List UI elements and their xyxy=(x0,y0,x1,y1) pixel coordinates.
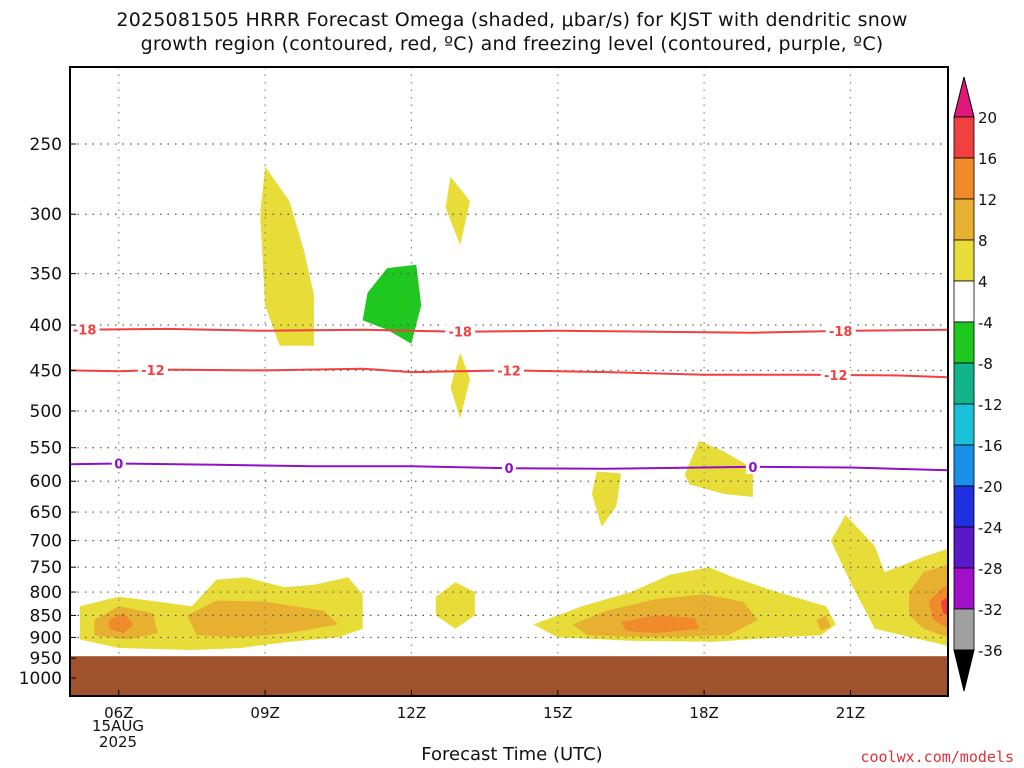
shaded-omega-4-8 xyxy=(260,166,314,346)
contour-label-bg xyxy=(745,459,760,474)
x-tick-label: 12Z xyxy=(397,704,426,722)
x-tick-label: 06Z xyxy=(104,704,133,722)
colorbar-swatch xyxy=(953,526,975,569)
y-tick-label: 600 xyxy=(30,472,62,492)
colorbar-swatch xyxy=(953,608,975,651)
date-day: 15AUG xyxy=(92,717,144,735)
shaded-omega-8-12 xyxy=(187,600,339,638)
contour-label: 0 xyxy=(748,461,757,476)
shaded-omega-neg-4-8 xyxy=(362,264,422,344)
chart-title: 2025081505 HRRR Forecast Omega (shaded, … xyxy=(0,8,1024,56)
colorbar-swatch xyxy=(953,321,975,364)
colorbar-swatch xyxy=(953,403,975,446)
colorbar-swatch xyxy=(953,567,975,610)
contour-label: 0 xyxy=(504,462,513,477)
y-tick-label: 950 xyxy=(30,649,62,669)
contour-label-bg xyxy=(111,456,126,471)
colorbar-label: -36 xyxy=(978,642,1003,660)
colorbar-swatch xyxy=(953,157,975,200)
colorbar-label: -20 xyxy=(978,478,1003,496)
contour-label: -12 xyxy=(824,369,848,384)
date-label: 15AUG 2025 xyxy=(78,718,158,750)
contour-label: -18 xyxy=(448,326,472,341)
colorbar-label: -8 xyxy=(978,355,993,373)
y-tick-label: 400 xyxy=(30,316,62,336)
y-tick-label: 1000 xyxy=(19,669,62,689)
colorbar-swatch xyxy=(953,116,975,159)
shaded-omega-4-8 xyxy=(684,440,753,497)
contour-label: -18 xyxy=(73,324,97,339)
shaded-omega-12-16 xyxy=(621,615,700,634)
y-tick-label: 650 xyxy=(30,503,62,523)
shaded-omega-4-8 xyxy=(591,471,622,527)
shaded-omega-4-8 xyxy=(445,176,470,246)
colorbar-swatch xyxy=(953,362,975,405)
colorbar-label: -28 xyxy=(978,560,1003,578)
y-tick-label: 700 xyxy=(30,532,62,552)
contour-label-bg xyxy=(825,323,856,338)
shaded-omega-16-20 xyxy=(940,596,948,616)
colorbar-label: 20 xyxy=(978,109,997,127)
y-tick-label: 300 xyxy=(30,205,62,225)
contour-label: -18 xyxy=(829,325,853,340)
colorbar-swatch xyxy=(953,485,975,528)
y-tick-label: 500 xyxy=(30,402,62,422)
title-line-2: growth region (contoured, red, ºC) and f… xyxy=(140,33,884,55)
colorbar-label: 16 xyxy=(978,150,997,168)
colorbar-label: -16 xyxy=(978,437,1003,455)
x-tick-label: 21Z xyxy=(836,704,865,722)
shaded-omega-4-8 xyxy=(450,352,470,419)
contour-label-bg xyxy=(69,322,100,337)
contour-label: 0 xyxy=(114,457,123,472)
colorbar-label: 4 xyxy=(978,273,988,291)
y-tick-label: 350 xyxy=(30,265,62,285)
colorbar-high-extend xyxy=(953,76,975,118)
y-tick-label: 800 xyxy=(30,583,62,603)
x-tick-label: 18Z xyxy=(689,704,718,722)
colorbar-label: -24 xyxy=(978,519,1003,537)
y-tick-label: 250 xyxy=(30,135,62,155)
shaded-omega-4-8 xyxy=(435,582,475,629)
contour-label-bg xyxy=(445,324,476,339)
contour-label-bg xyxy=(494,363,524,378)
colorbar-swatch xyxy=(953,198,975,241)
plot-frame xyxy=(69,66,949,697)
shaded-omega-12-16 xyxy=(928,584,948,629)
y-tick-label: 450 xyxy=(30,361,62,381)
contour--18 xyxy=(69,327,949,334)
colorbar-swatch xyxy=(953,280,975,323)
contour-label-bg xyxy=(137,363,168,378)
x-tick-label: 09Z xyxy=(250,704,279,722)
colorbar-label: -32 xyxy=(978,601,1003,619)
colorbar-low-extend xyxy=(953,649,975,692)
contour-label: -12 xyxy=(497,364,521,379)
colorbar-label: 8 xyxy=(978,232,988,250)
colorbar-swatch xyxy=(953,239,975,282)
y-tick-label: 750 xyxy=(30,558,62,578)
contour-label-bg xyxy=(502,461,516,476)
contour-label-bg xyxy=(820,367,851,382)
colorbar-swatch xyxy=(953,444,975,487)
y-tick-label: 850 xyxy=(30,606,62,626)
colorbar-label: -12 xyxy=(978,396,1003,414)
ground-fill xyxy=(70,656,948,696)
colorbar-label: 12 xyxy=(978,191,997,209)
y-tick-label: 900 xyxy=(30,628,62,648)
shaded-omega-12-16 xyxy=(109,613,134,634)
x-tick-label: 15Z xyxy=(543,704,572,722)
colorbar-label: -4 xyxy=(978,314,993,332)
date-year: 2025 xyxy=(98,733,138,751)
credit-link[interactable]: coolwx.com/models xyxy=(860,748,1014,766)
contour-label: -12 xyxy=(141,364,165,379)
x-axis-label: Forecast Time (UTC) xyxy=(421,744,603,765)
shaded-omega-8-12 xyxy=(572,594,758,638)
shaded-omega-8-12 xyxy=(816,615,831,631)
title-line-1: 2025081505 HRRR Forecast Omega (shaded, … xyxy=(116,9,908,31)
y-tick-label: 550 xyxy=(30,439,62,459)
